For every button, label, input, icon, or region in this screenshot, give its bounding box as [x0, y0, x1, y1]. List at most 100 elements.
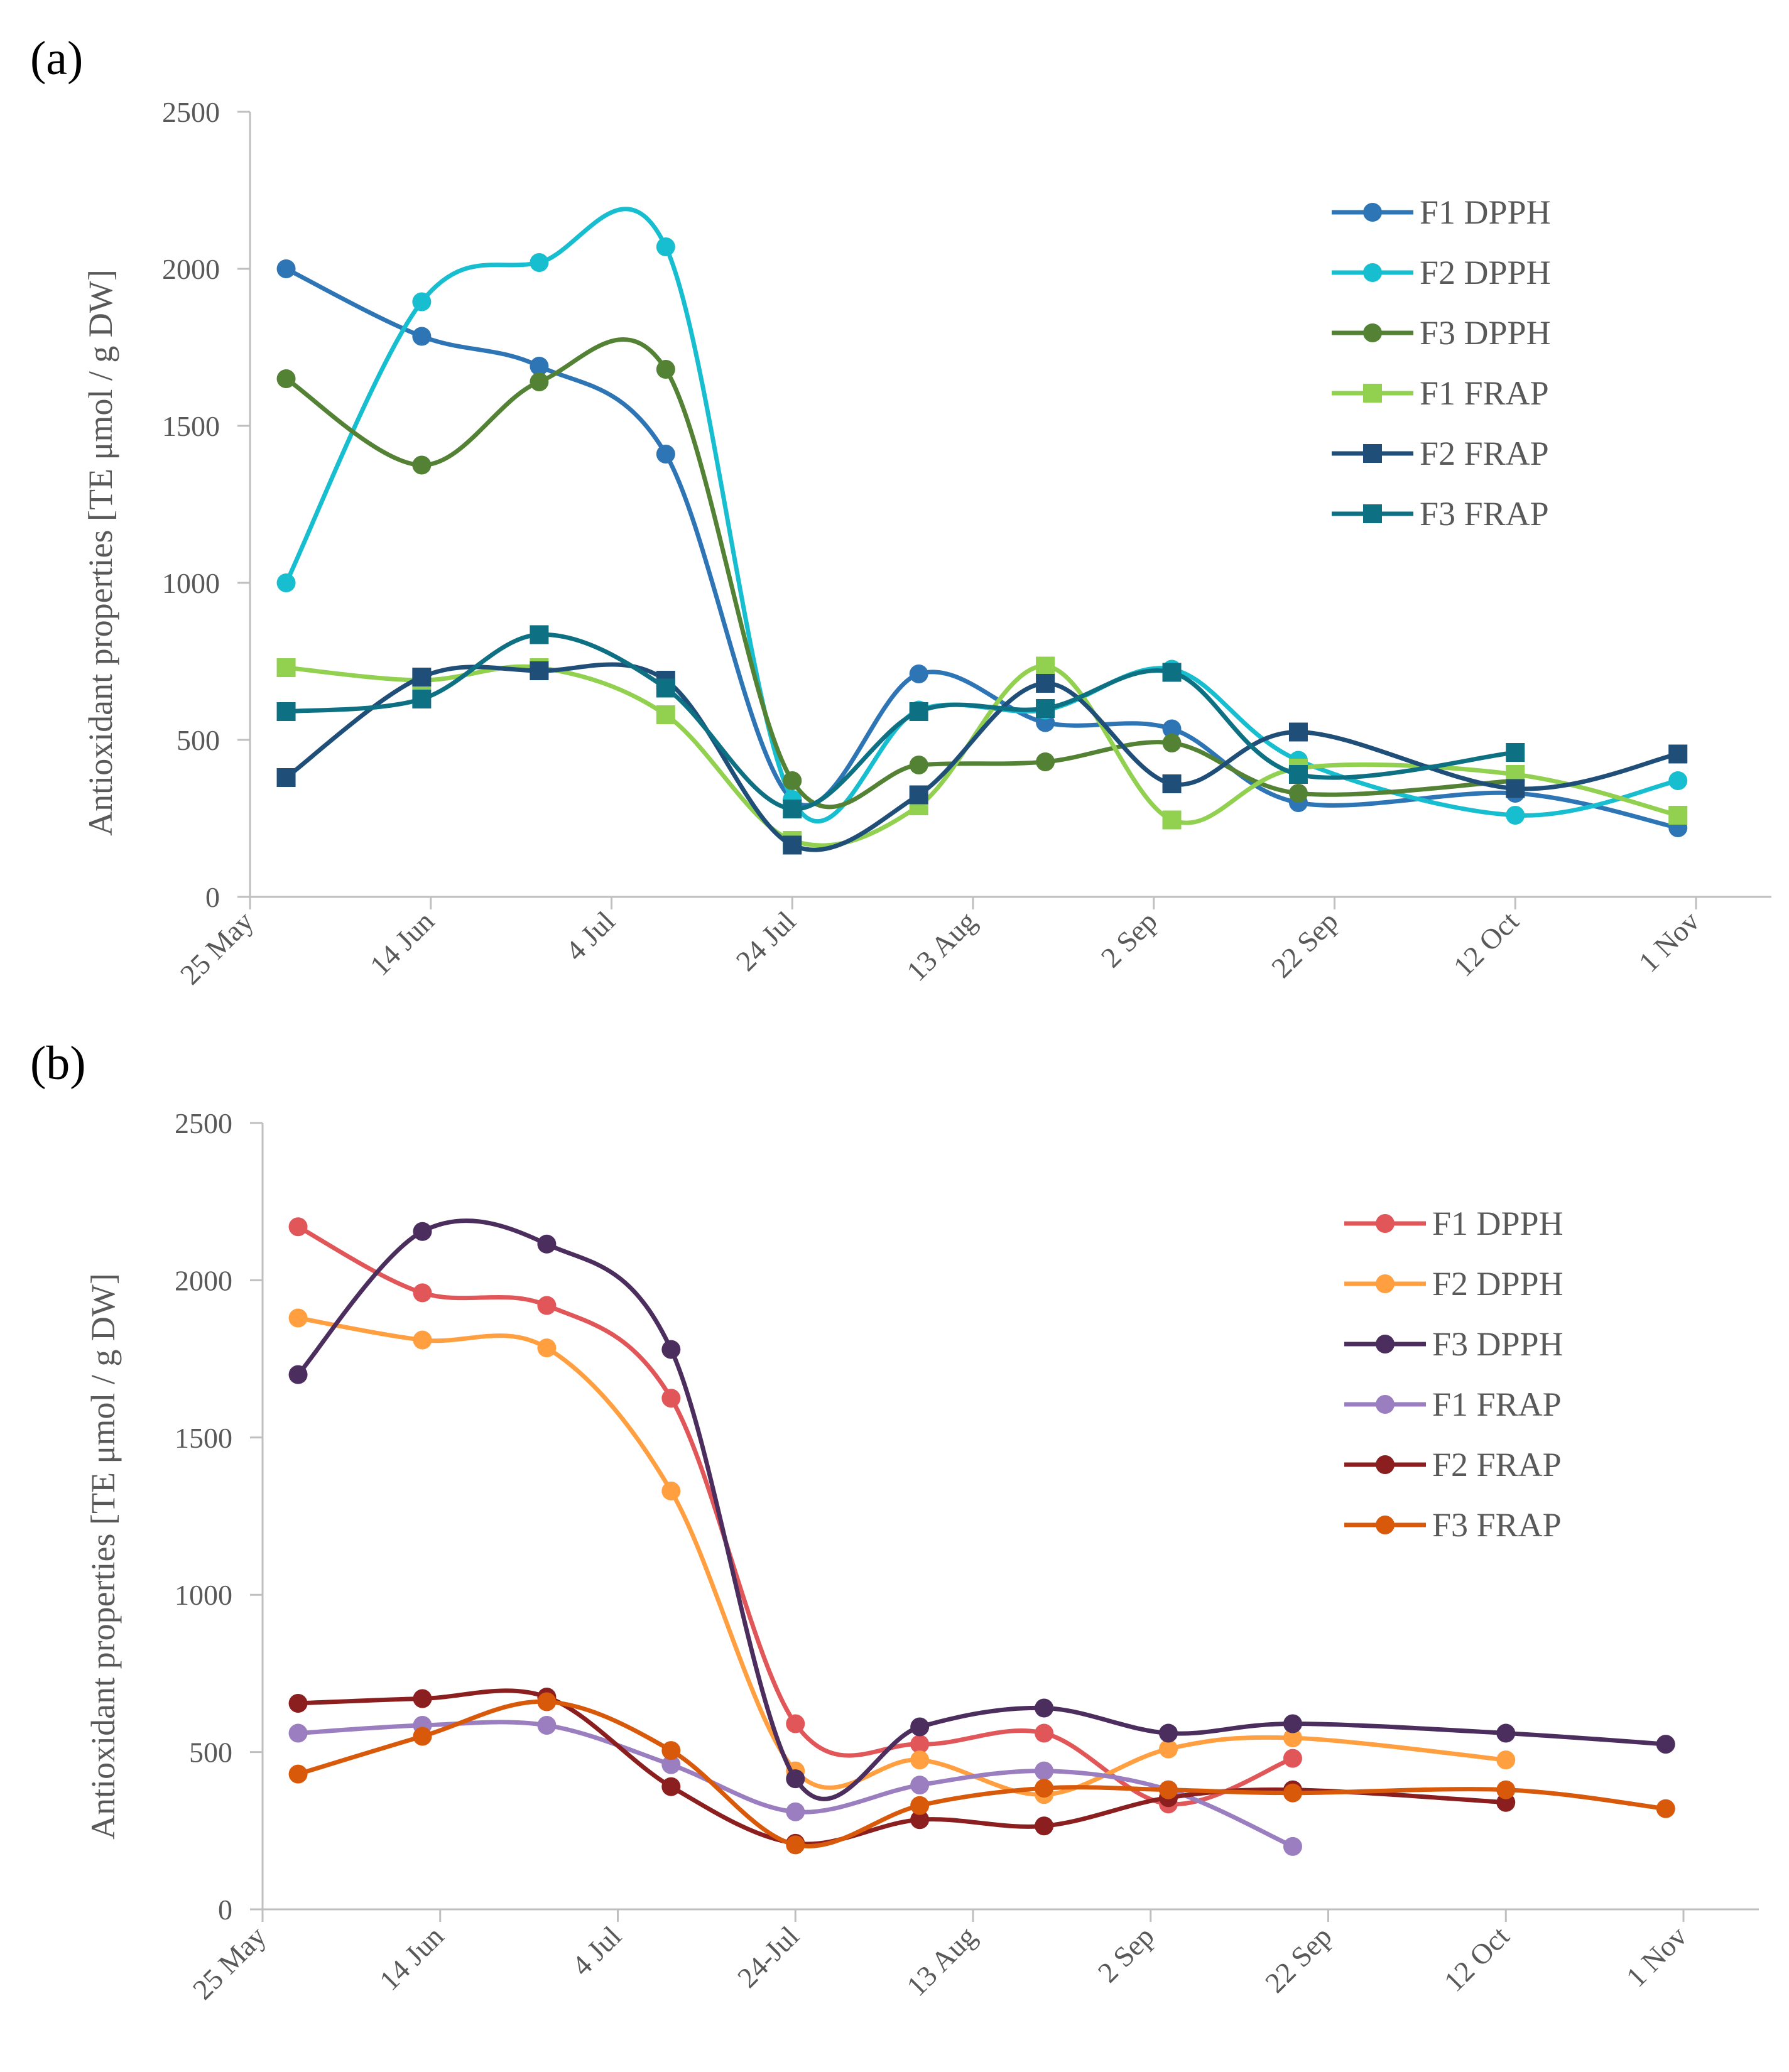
data-point — [1162, 663, 1182, 682]
data-point — [412, 690, 432, 708]
legend-label: F1 FRAP — [1432, 1386, 1562, 1423]
series-f3-dpph — [288, 1218, 1675, 1801]
data-point — [656, 237, 675, 256]
legend-swatch-marker — [1376, 1516, 1395, 1534]
series-line — [284, 663, 1680, 848]
data-point — [1288, 765, 1308, 784]
data-point — [1035, 1816, 1054, 1836]
data-point — [1283, 1783, 1302, 1803]
data-point — [1668, 806, 1688, 825]
x-tick-label: 12 Oct — [1438, 1920, 1516, 1998]
data-point — [276, 369, 296, 388]
data-point — [1283, 1728, 1302, 1748]
data-point — [656, 360, 675, 379]
legend-item: F3 FRAP — [1344, 1506, 1562, 1544]
data-point — [537, 1692, 557, 1711]
data-point — [412, 292, 432, 312]
y-tick-label: 1500 — [175, 1422, 232, 1454]
y-tick-label: 2000 — [175, 1264, 232, 1296]
data-point — [276, 702, 296, 721]
series-line — [284, 662, 1680, 852]
data-point — [276, 573, 296, 592]
data-point — [288, 1723, 308, 1743]
data-point — [1668, 744, 1688, 764]
legend-swatch-marker — [1363, 504, 1382, 523]
legend-swatch-marker — [1376, 1395, 1395, 1414]
data-point — [1159, 1739, 1178, 1759]
data-point — [276, 658, 296, 677]
data-point — [1496, 1750, 1516, 1770]
data-point — [530, 372, 549, 391]
x-tick-label: 2 Sep — [1092, 1920, 1160, 1988]
data-point — [412, 668, 432, 686]
x-tick-label: 22 Sep — [1259, 1920, 1338, 1999]
data-point — [910, 1735, 930, 1754]
x-tick-label: 25 May — [174, 905, 259, 990]
data-point — [1036, 752, 1055, 771]
data-point — [1668, 771, 1688, 790]
x-tick-label: 1 Nov — [1633, 905, 1705, 978]
legend-swatch-marker — [1363, 444, 1382, 463]
series-f1-frap — [276, 656, 1688, 850]
y-tick-label: 1000 — [162, 567, 220, 599]
series-f3-frap — [288, 1692, 1675, 1855]
x-tick-label: 22 Sep — [1265, 905, 1344, 984]
data-point — [786, 1714, 805, 1733]
legend: F1 DPPH F2 DPPH F3 DPPH F1 FRAP F2 FRAP F3 FR… — [1332, 193, 1551, 533]
data-point — [1506, 806, 1525, 825]
data-point — [537, 1296, 557, 1315]
data-point — [412, 455, 432, 475]
data-point — [656, 445, 675, 464]
legend-item: F1 FRAP — [1332, 374, 1549, 412]
series-line — [296, 1218, 1668, 1801]
data-point — [656, 705, 675, 724]
legend-label: F2 DPPH — [1432, 1265, 1563, 1303]
series-f3-dpph — [276, 337, 1525, 810]
legend-item: F1 FRAP — [1344, 1386, 1562, 1423]
data-point — [661, 1741, 681, 1760]
legend-label: F3 DPPH — [1420, 314, 1551, 352]
data-point — [1496, 1780, 1516, 1799]
y-tick-label: 500 — [189, 1737, 232, 1769]
data-point — [288, 1308, 308, 1328]
y-tick-label: 0 — [218, 1894, 232, 1926]
legend-item: F3 FRAP — [1332, 495, 1549, 533]
legend-swatch-marker — [1363, 323, 1382, 342]
data-point — [1656, 1799, 1675, 1818]
data-point — [530, 357, 549, 376]
data-point — [661, 1777, 681, 1796]
series-line — [284, 266, 1680, 830]
data-point — [661, 1389, 681, 1408]
x-tick-label: 14 Jun — [364, 905, 440, 982]
legend-item: F2 FRAP — [1332, 435, 1549, 472]
data-point — [661, 1340, 681, 1359]
data-point — [537, 1716, 557, 1735]
legend-label: F1 FRAP — [1420, 374, 1549, 412]
data-point — [1036, 699, 1055, 718]
legend-item: F2 DPPH — [1332, 254, 1551, 291]
legend-item: F1 DPPH — [1332, 193, 1551, 231]
data-point — [661, 1755, 681, 1774]
data-point — [530, 661, 549, 680]
legend-item: F2 DPPH — [1344, 1265, 1563, 1303]
data-point — [910, 1717, 930, 1737]
data-point — [910, 1750, 930, 1770]
data-point — [1496, 1723, 1516, 1743]
legend-swatch-marker — [1363, 203, 1382, 222]
data-point — [1283, 1714, 1302, 1733]
y-tick-label: 500 — [177, 724, 220, 756]
series-line — [284, 337, 1518, 810]
legend-swatch-marker — [1363, 263, 1382, 282]
data-point — [276, 259, 296, 278]
data-point — [288, 1217, 308, 1237]
data-point — [909, 756, 928, 774]
data-point — [1506, 779, 1525, 798]
data-point — [413, 1222, 432, 1241]
x-tick-label: 25 May — [187, 1920, 272, 2005]
data-point — [786, 1769, 805, 1789]
data-point — [413, 1283, 432, 1303]
data-point — [1036, 674, 1055, 693]
legend-item: F1 DPPH — [1344, 1205, 1563, 1242]
legend-swatch-marker — [1376, 1274, 1395, 1293]
chart-panel-b: (b) Antioxidant properties [TE μmol / g … — [30, 1037, 1759, 2005]
